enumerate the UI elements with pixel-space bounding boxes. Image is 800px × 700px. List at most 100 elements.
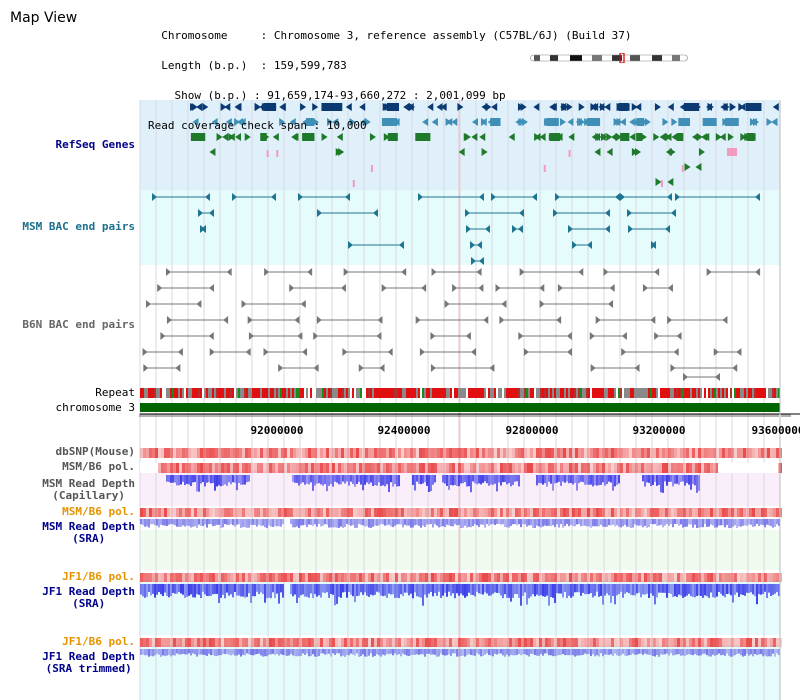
- depth-bar: [436, 649, 438, 657]
- pol-band-cell: [638, 463, 641, 473]
- gene-arrow: [234, 103, 241, 111]
- track-label-msm-depth-sra[interactable]: MSM Read Depth (SRA): [42, 521, 135, 545]
- depth-bar: [152, 519, 154, 525]
- pol-band-cell: [701, 508, 704, 517]
- pol-band-cell: [161, 463, 164, 473]
- depth-bar: [154, 519, 156, 526]
- repeat-bar: [640, 388, 642, 398]
- pol-band-cell: [296, 508, 299, 517]
- track-label-chromosome[interactable]: chromosome 3: [55, 401, 135, 414]
- track-label-jf1-depth-trimmed[interactable]: JF1 Read Depth (SRA trimmed): [42, 651, 135, 675]
- pol-band-cell: [368, 508, 371, 517]
- depth-bar: [774, 649, 776, 657]
- pol-band-cell: [359, 448, 362, 458]
- depth-bar: [314, 649, 316, 657]
- pol-band-cell: [200, 638, 203, 647]
- depth-bar: [408, 519, 410, 526]
- pol-band-cell: [494, 508, 497, 517]
- depth-bar: [582, 649, 584, 655]
- depth-bar: [674, 584, 676, 597]
- depth-bar: [206, 649, 208, 656]
- track-label-jf1-depth-sra[interactable]: JF1 Read Depth (SRA): [42, 586, 135, 610]
- track-label-jf1-pol[interactable]: JF1/B6 pol.: [62, 570, 135, 583]
- track-label-jf1-pol-2[interactable]: JF1/B6 pol.: [62, 635, 135, 648]
- depth-bar: [484, 519, 486, 528]
- track-label-msm-depth-capillary[interactable]: MSM Read Depth (Capillary): [42, 478, 135, 502]
- repeat-bar: [450, 388, 452, 398]
- depth-bar: [656, 649, 658, 655]
- depth-bar: [248, 584, 250, 594]
- depth-bar: [486, 519, 488, 524]
- pol-band-cell: [584, 638, 587, 647]
- depth-bar: [490, 649, 492, 656]
- depth-bar: [176, 475, 178, 486]
- pol-band-cell: [149, 448, 152, 458]
- repeat-bar: [770, 388, 772, 398]
- repeat-bar: [696, 388, 698, 398]
- pol-band-cell: [188, 573, 191, 582]
- pol-band-cell: [725, 573, 728, 582]
- depth-bar: [140, 519, 142, 525]
- track-label-b6n-bac[interactable]: B6N BAC end pairs: [22, 318, 135, 331]
- track-label-repeat[interactable]: Repeat: [95, 386, 135, 399]
- pol-band-cell: [356, 448, 359, 458]
- depth-bar: [394, 584, 396, 598]
- pol-band-cell: [365, 448, 368, 458]
- depth-bar: [366, 584, 368, 596]
- pol-band-cell: [161, 448, 164, 458]
- pol-band-cell: [347, 448, 350, 458]
- pol-band-cell: [674, 463, 677, 473]
- depth-bar: [678, 519, 680, 526]
- pol-band-cell: [290, 448, 293, 458]
- depth-bar: [268, 649, 270, 655]
- pol-band-cell: [578, 573, 581, 582]
- depth-bar: [660, 649, 662, 655]
- track-label-dbsnp[interactable]: dbSNP(Mouse): [55, 445, 135, 458]
- depth-bar: [464, 649, 466, 657]
- depth-bar: [470, 649, 472, 655]
- track-label-refseq[interactable]: RefSeq Genes: [55, 138, 135, 151]
- depth-bar: [446, 584, 448, 597]
- gene-block: [305, 118, 315, 126]
- pol-band-cell: [704, 463, 707, 473]
- pol-band-cell: [437, 573, 440, 582]
- depth-bar: [260, 584, 262, 593]
- gene-arrow: [772, 103, 779, 111]
- b6n-bac-pair-end: [307, 268, 313, 276]
- depth-bar: [224, 584, 226, 599]
- track-label-msm-bac[interactable]: MSM BAC end pairs: [22, 220, 135, 233]
- gene-arrow: [211, 118, 218, 126]
- repeat-bar: [424, 388, 426, 398]
- repeat-bar: [406, 388, 408, 398]
- depth-bar: [258, 584, 260, 595]
- pol-band-cell: [143, 448, 146, 458]
- pol-band-cell: [221, 463, 224, 473]
- chromosome-ideogram[interactable]: [530, 53, 688, 63]
- depth-bar: [666, 519, 668, 524]
- pol-band-cell: [716, 638, 719, 647]
- depth-bar: [408, 584, 410, 596]
- gene-arrow: [644, 118, 651, 126]
- pol-band-cell: [638, 508, 641, 517]
- depth-bar: [200, 649, 202, 655]
- pol-band-cell: [446, 508, 449, 517]
- track-label-msm-pol[interactable]: MSM/B6 pol.: [62, 460, 135, 473]
- pol-band-cell: [368, 638, 371, 647]
- depth-bar: [434, 584, 436, 593]
- track-label-msm-pol-2[interactable]: MSM/B6 pol.: [62, 505, 135, 518]
- depth-bar: [296, 584, 298, 603]
- pol-band-cell: [527, 448, 530, 458]
- depth-bar: [364, 584, 366, 593]
- depth-bar: [188, 584, 190, 596]
- depth-bar: [570, 584, 572, 598]
- depth-bar: [174, 584, 176, 594]
- depth-bar: [278, 519, 280, 527]
- pol-band-cell: [647, 463, 650, 473]
- depth-bar: [624, 649, 626, 656]
- pol-band-cell: [293, 448, 296, 458]
- depth-bar: [406, 519, 408, 526]
- depth-bar: [694, 649, 696, 655]
- depth-bar: [334, 519, 336, 528]
- depth-bar: [560, 519, 562, 525]
